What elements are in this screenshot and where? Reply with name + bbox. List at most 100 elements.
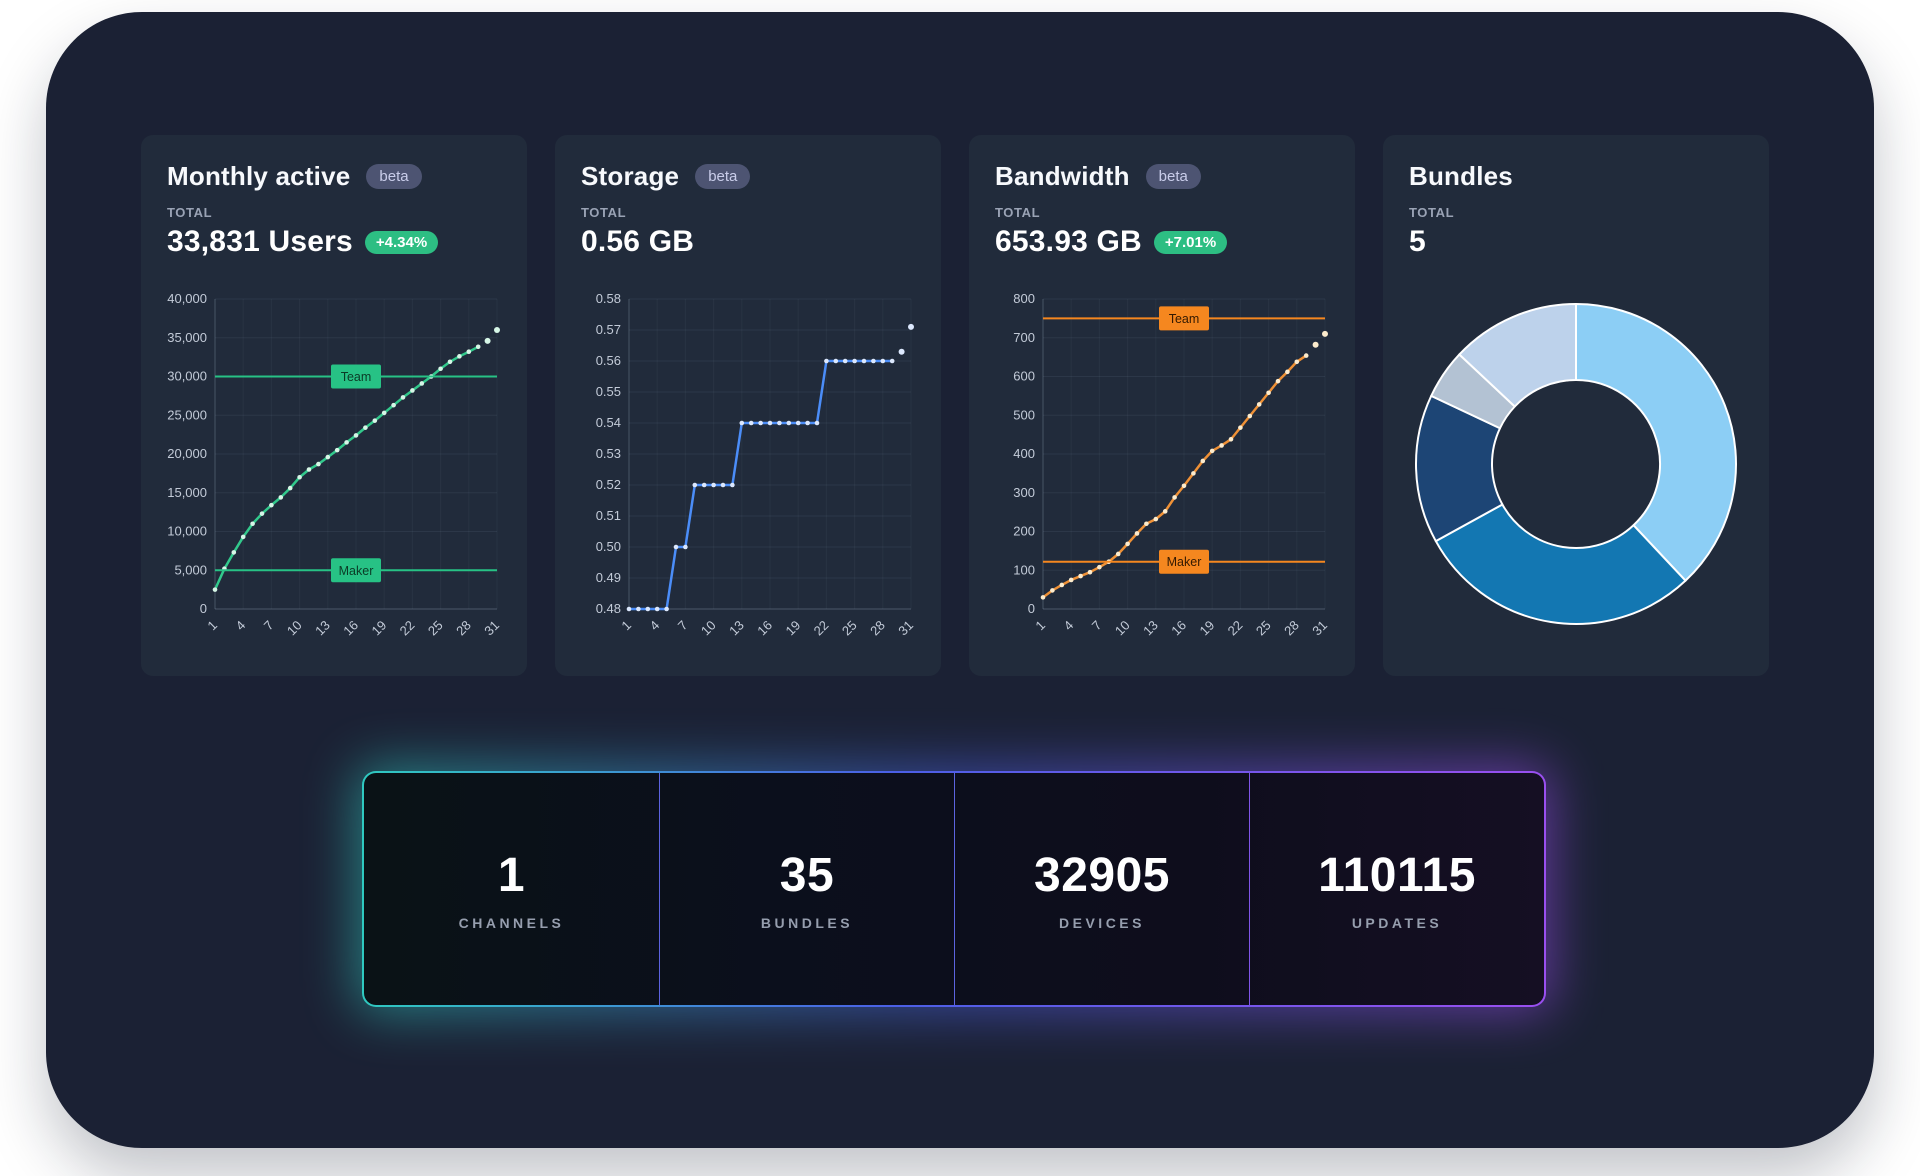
stat-label: CHANNELS [458, 914, 565, 931]
stat-value: 35 [779, 848, 835, 902]
svg-text:10: 10 [284, 618, 305, 639]
summary-stats-bar: 1 CHANNELS 35 BUNDLES 32905 DEVICES 1101… [357, 766, 1551, 1012]
total-value: 0.56 GB [581, 225, 695, 258]
svg-text:0.56: 0.56 [596, 353, 621, 368]
stat-value: 32905 [1034, 848, 1170, 902]
stat-value: 110115 [1318, 848, 1476, 902]
bandwidth-chart: 0 100 200 300 400 500 600 700 800 1 4 7 10 13 16 19 22 25… [1013, 291, 1330, 639]
svg-text:0.58: 0.58 [596, 291, 621, 306]
svg-text:100: 100 [1013, 562, 1035, 577]
svg-text:22: 22 [397, 618, 418, 639]
storage-chart: 0.48 0.49 0.50 0.51 0.52 0.53 0.54 0.55 0.56 0.57… [596, 291, 916, 639]
card-header: Bandwidth beta [995, 161, 1329, 192]
total-value: 33,831 Users [167, 225, 353, 258]
monthly-active-card: Monthly active beta TOTAL 33,831 Users +… [141, 135, 527, 676]
svg-text:4: 4 [647, 618, 663, 634]
bandwidth-card: Bandwidth beta TOTAL 653.93 GB +7.01% 0 1… [969, 135, 1355, 676]
total-value-row: 33,831 Users +4.34% [167, 225, 501, 259]
svg-text:16: 16 [1168, 618, 1189, 639]
total-label: TOTAL [167, 205, 213, 220]
svg-text:10,000: 10,000 [167, 524, 207, 539]
svg-text:0.53: 0.53 [596, 446, 621, 461]
svg-text:300: 300 [1013, 485, 1035, 500]
stats-bar-inner: 1 CHANNELS 35 BUNDLES 32905 DEVICES 1101… [364, 773, 1544, 1005]
svg-text:800: 800 [1013, 291, 1035, 306]
svg-text:5,000: 5,000 [174, 562, 207, 577]
dashboard-panel: Monthly active beta TOTAL 33,831 Users +… [46, 12, 1874, 1148]
svg-text:0.57: 0.57 [596, 322, 621, 337]
total-label: TOTAL [995, 205, 1041, 220]
svg-text:0: 0 [1028, 601, 1035, 616]
svg-text:25,000: 25,000 [167, 407, 207, 422]
svg-text:200: 200 [1013, 524, 1035, 539]
svg-text:25: 25 [425, 618, 446, 639]
svg-text:500: 500 [1013, 407, 1035, 422]
stat-value: 1 [497, 848, 526, 902]
svg-text:19: 19 [368, 618, 389, 639]
total-label: TOTAL [1409, 205, 1455, 220]
beta-badge: beta [366, 163, 422, 190]
svg-text:15,000: 15,000 [167, 485, 207, 500]
svg-text:25: 25 [839, 618, 860, 639]
svg-text:30,000: 30,000 [167, 369, 207, 384]
svg-text:400: 400 [1013, 446, 1035, 461]
stat-label: DEVICES [1059, 914, 1145, 931]
svg-text:22: 22 [811, 618, 832, 639]
svg-text:10: 10 [1112, 618, 1133, 639]
beta-badge: beta [695, 163, 751, 190]
svg-text:0.49: 0.49 [596, 570, 621, 585]
svg-text:25: 25 [1253, 618, 1274, 639]
svg-text:40,000: 40,000 [167, 291, 207, 306]
total-value: 653.93 GB [995, 225, 1142, 258]
svg-text:7: 7 [1089, 618, 1105, 634]
svg-text:Maker: Maker [1167, 555, 1202, 569]
svg-text:0.52: 0.52 [596, 477, 621, 492]
svg-text:1: 1 [1032, 618, 1048, 634]
svg-text:22: 22 [1225, 618, 1246, 639]
card-title: Bandwidth [995, 161, 1130, 191]
stat-label: BUNDLES [760, 914, 854, 931]
svg-text:13: 13 [726, 618, 747, 639]
svg-text:13: 13 [312, 618, 333, 639]
svg-text:4: 4 [1061, 618, 1077, 634]
svg-text:20,000: 20,000 [167, 446, 207, 461]
svg-text:31: 31 [895, 618, 916, 639]
svg-text:35,000: 35,000 [167, 330, 207, 345]
svg-text:1: 1 [204, 618, 220, 634]
svg-text:31: 31 [1309, 618, 1330, 639]
metric-cards-row: Monthly active beta TOTAL 33,831 Users +… [141, 135, 1769, 676]
svg-text:0.55: 0.55 [596, 384, 621, 399]
svg-text:7: 7 [261, 618, 277, 634]
beta-badge: beta [1145, 163, 1201, 190]
svg-text:0.50: 0.50 [596, 539, 621, 554]
svg-text:Maker: Maker [339, 564, 374, 578]
storage-card: Storage beta TOTAL 0.56 GB 0.48 0.49 0.50 0… [555, 135, 941, 676]
stat-channels: 1 CHANNELS [364, 773, 659, 1005]
svg-text:7: 7 [675, 618, 691, 634]
card-header: Bundles [1409, 161, 1743, 192]
delta-badge: +4.34% [364, 230, 439, 254]
svg-text:600: 600 [1013, 369, 1035, 384]
svg-text:0.48: 0.48 [596, 601, 621, 616]
stat-bundles: 35 BUNDLES [659, 773, 954, 1005]
total-label: TOTAL [581, 205, 627, 220]
svg-text:28: 28 [867, 618, 888, 639]
svg-text:0: 0 [200, 601, 207, 616]
monthly-active-chart: 0 5,000 10,000 15,000 20,000 25,000 30,000 35,0… [167, 291, 502, 639]
bundles-donut-chart [1415, 303, 1737, 625]
stat-updates: 110115 UPDATES [1249, 773, 1544, 1005]
svg-text:10: 10 [698, 618, 719, 639]
svg-text:31: 31 [481, 618, 502, 639]
delta-badge: +7.01% [1153, 230, 1228, 254]
card-title: Monthly active [167, 161, 351, 191]
stat-label: UPDATES [1351, 914, 1443, 931]
stat-devices: 32905 DEVICES [954, 773, 1249, 1005]
svg-text:1: 1 [618, 618, 634, 634]
svg-text:0.54: 0.54 [596, 415, 621, 430]
card-header: Storage beta [581, 161, 915, 192]
svg-text:16: 16 [340, 618, 361, 639]
svg-text:19: 19 [1196, 618, 1217, 639]
svg-text:0.51: 0.51 [596, 508, 621, 523]
total-value-row: 5 [1409, 225, 1743, 259]
svg-text:13: 13 [1140, 618, 1161, 639]
